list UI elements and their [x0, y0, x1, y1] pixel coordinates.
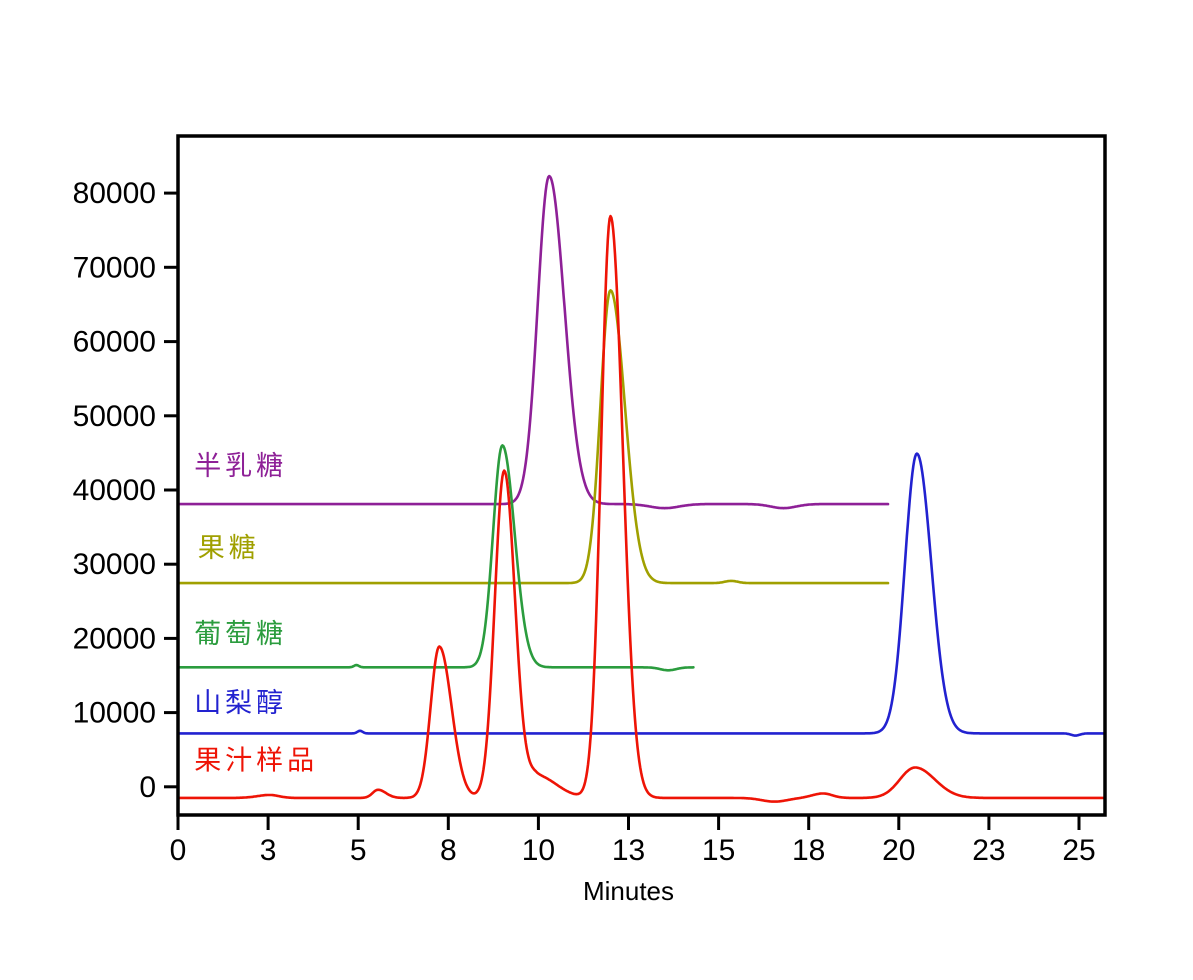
y-tick-label: 50000: [73, 400, 156, 433]
x-tick-label: 15: [702, 834, 735, 867]
trace-sorbitol: [176, 452, 1106, 737]
trace-juice-sample: [176, 214, 1106, 803]
x-tick-label: 25: [1062, 834, 1095, 867]
series-label-fructose: 果糖: [198, 533, 260, 564]
series-label-galactose: 半乳糖: [194, 451, 287, 482]
y-tick-label: 20000: [73, 622, 156, 655]
x-tick-label: 5: [350, 834, 367, 867]
x-tick-label: 20: [882, 834, 915, 867]
x-tick-label: 0: [170, 834, 187, 867]
y-tick-label: 0: [139, 771, 156, 804]
x-tick-label: 18: [792, 834, 825, 867]
y-tick-label: 60000: [73, 326, 156, 359]
x-tick-label: 13: [612, 834, 645, 867]
y-tick-label: 10000: [73, 697, 156, 730]
series-label-glucose: 葡萄糖: [194, 619, 287, 650]
y-tick-label: 40000: [73, 474, 156, 507]
y-tick-label: 30000: [73, 548, 156, 581]
series-label-juice-sample: 果汁样品: [194, 746, 318, 777]
x-tick-label: 8: [440, 834, 457, 867]
series-label-sorbitol: 山梨醇: [194, 688, 287, 719]
plot-border: [176, 134, 1107, 817]
x-tick-label: 3: [260, 834, 277, 867]
x-tick-label: 23: [972, 834, 1005, 867]
trace-fructose: [176, 289, 890, 585]
y-tick-label: 70000: [73, 251, 156, 284]
x-tick-label: 10: [522, 834, 555, 867]
y-tick-label: 80000: [73, 177, 156, 210]
trace-galactose: [176, 174, 890, 510]
x-axis-title: Minutes: [582, 876, 675, 906]
